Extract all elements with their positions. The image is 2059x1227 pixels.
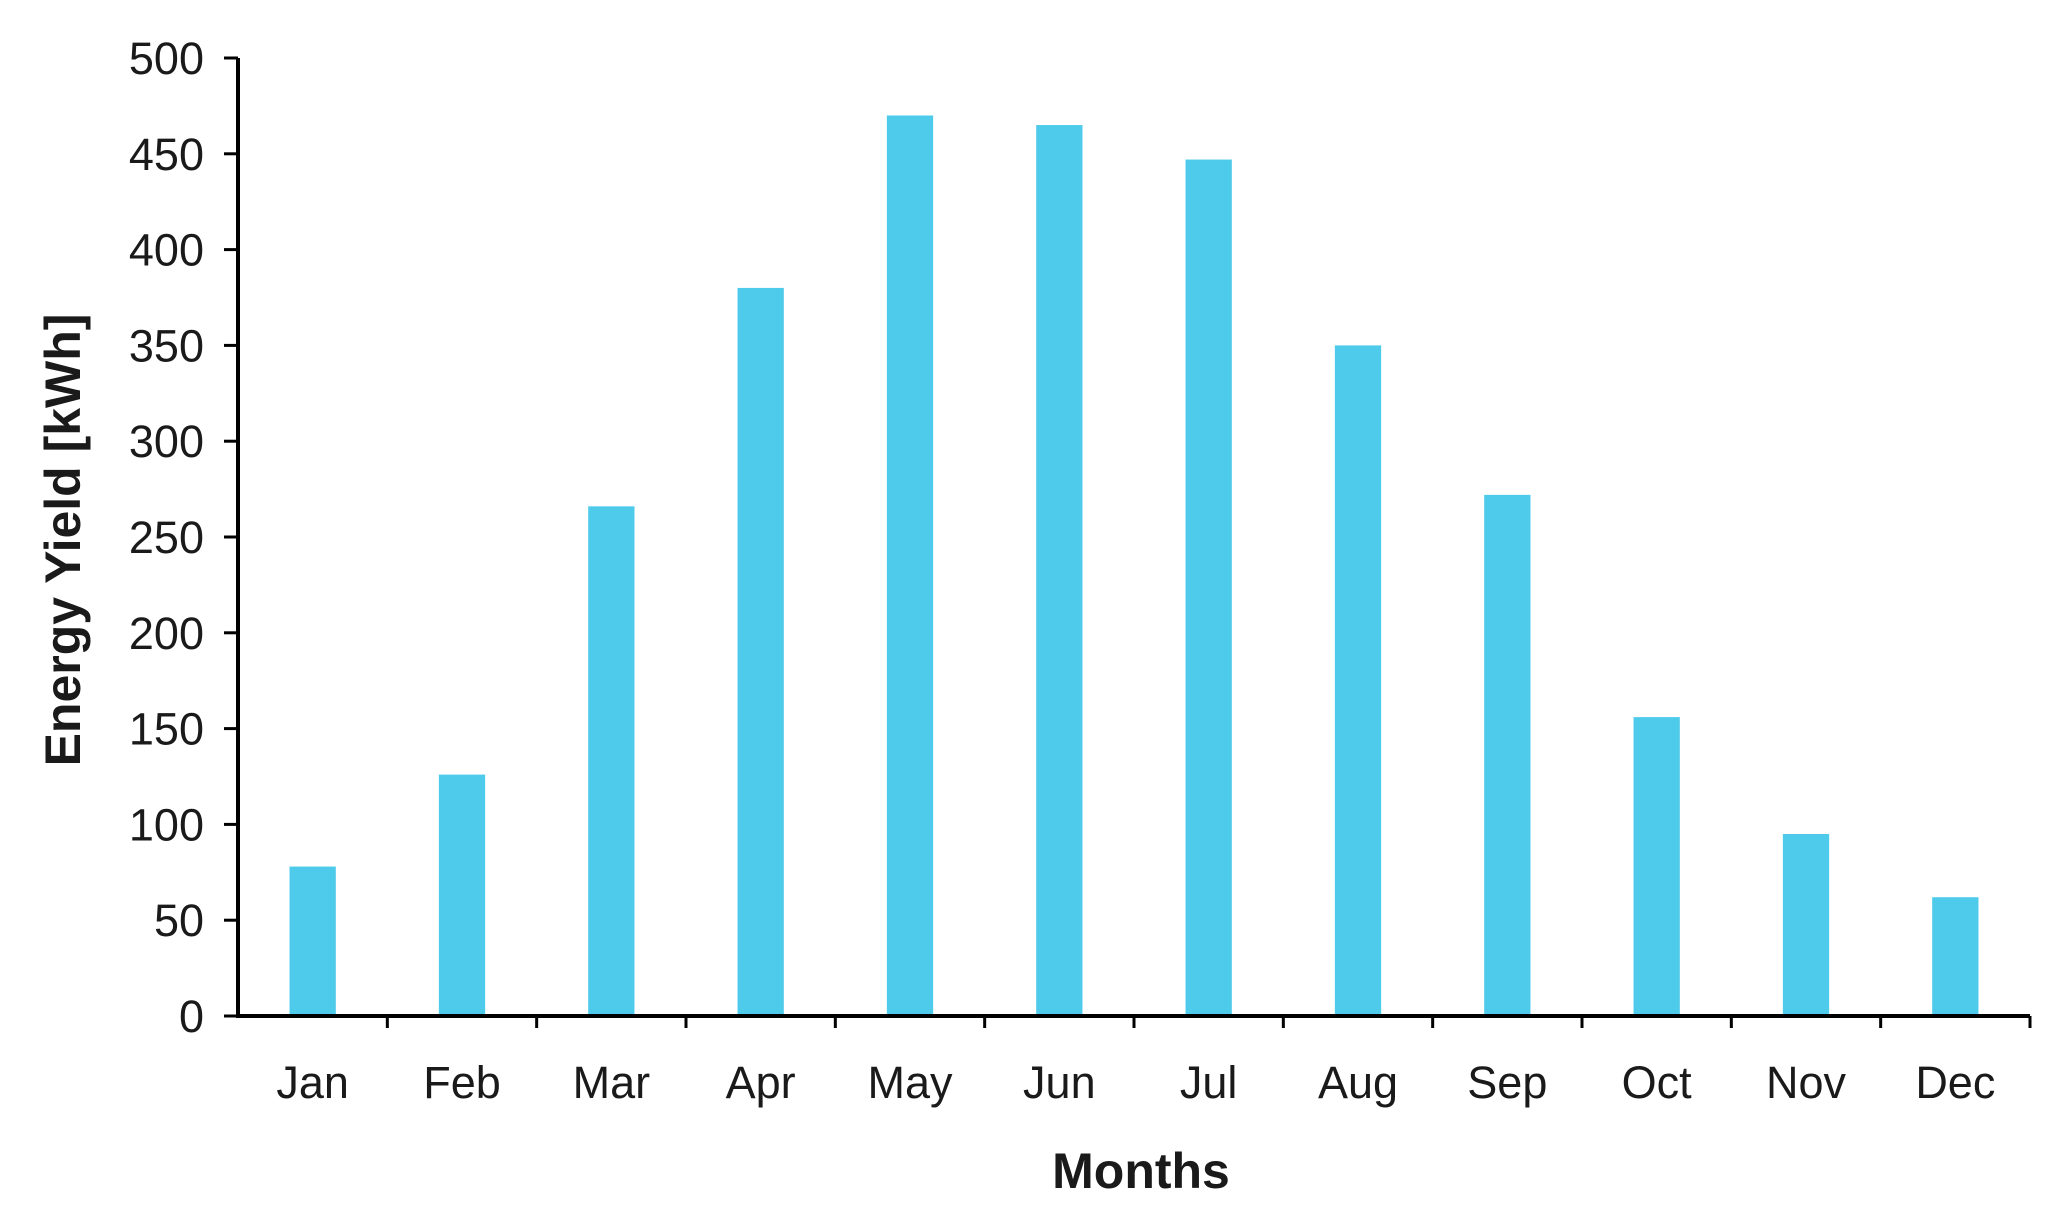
x-ticks: Jan Feb Mar Apr May Jun Jul Aug Sep Oct Nov Dec [276,1016,2032,1108]
y-tick-label: 250 [129,512,204,563]
bar-jul [1185,159,1232,1017]
bar-may [886,115,934,1017]
y-tick-label: 400 [129,225,204,276]
y-tick-label: 150 [129,704,204,755]
x-tick-label-may: May [867,1057,953,1108]
bar-oct [1633,717,1680,1016]
y-tick-label: 450 [129,129,204,180]
bar-aug [1334,345,1382,1016]
x-tick-label-oct: Oct [1622,1057,1693,1108]
y-axis-title: Energy Yield [kWh] [35,314,91,767]
y-tick-label: 300 [129,416,204,467]
y-tick-label: 50 [154,895,204,946]
x-tick-label-jun: Jun [1023,1057,1096,1108]
bar-mar [588,506,635,1016]
x-tick-label-mar: Mar [573,1057,651,1108]
x-tick-label-aug: Aug [1318,1057,1398,1108]
bar-jun [1036,125,1083,1016]
y-tick-label: 350 [129,320,204,371]
x-axis-title: Months [1052,1143,1230,1199]
bar-sep [1484,494,1531,1016]
x-tick-label-dec: Dec [1915,1057,1995,1108]
x-tick-label-jul: Jul [1180,1057,1238,1108]
bar-apr [737,287,784,1016]
y-tick-label: 0 [179,991,204,1042]
y-tick-label: 200 [129,608,204,659]
bar-dec [1932,897,1979,1016]
bars-layer [289,115,1979,1017]
x-tick-label-sep: Sep [1467,1057,1547,1108]
x-tick-label-nov: Nov [1766,1057,1847,1108]
bar-jan [289,866,336,1016]
bar-feb [438,774,486,1016]
y-ticks: 0 50 100 150 200 250 300 350 400 450 500 [129,33,238,1042]
axes-layer [236,58,2030,1018]
bar-nov [1782,833,1830,1016]
y-tick-label: 100 [129,799,204,850]
x-tick-label-apr: Apr [726,1057,796,1108]
y-tick-label: 500 [129,33,204,84]
x-tick-label-jan: Jan [276,1057,349,1108]
x-tick-label-feb: Feb [423,1057,501,1108]
